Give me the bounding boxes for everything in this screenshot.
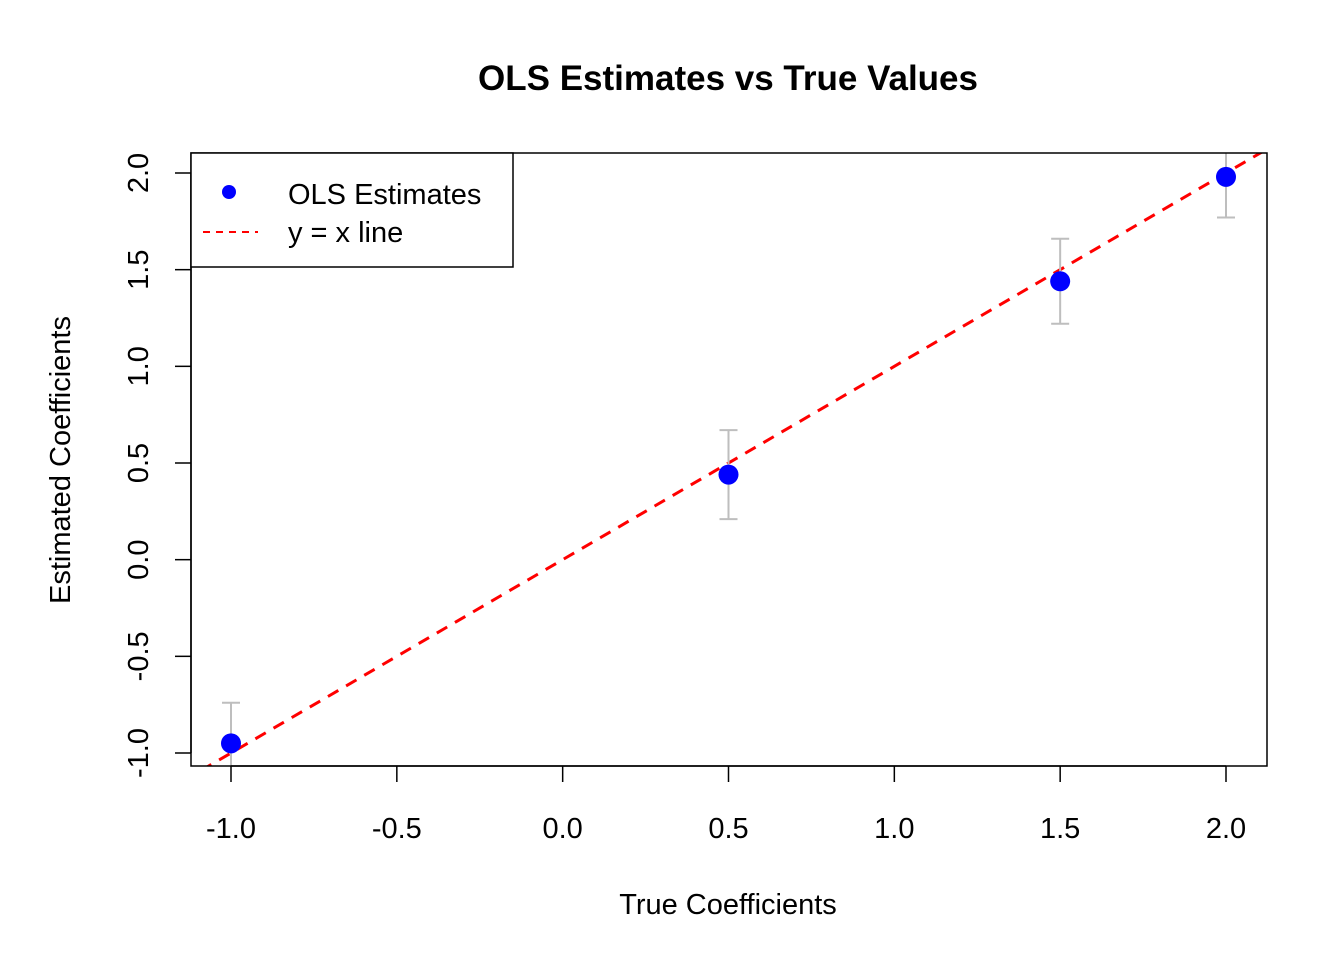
y-tick-label: 1.0 [123,346,155,386]
x-tick-label: -1.0 [206,813,256,845]
legend-label-reference: y = x line [288,217,403,249]
y-tick-label: 0.5 [123,443,155,483]
x-tick-label: 0.5 [708,813,748,845]
x-tick-label: -0.5 [372,813,422,845]
x-tick-label: 0.0 [543,813,583,845]
x-tick-label: 2.0 [1206,813,1246,845]
y-tick-label: 2.0 [123,153,155,193]
chart-title: OLS Estimates vs True Values [478,59,978,98]
x-tick-label: 1.5 [1040,813,1080,845]
y-tick-label: -1.0 [123,728,155,778]
legend-box [190,152,514,268]
legend-label-estimates: OLS Estimates [288,179,481,211]
legend-point-marker [222,185,236,199]
plot-area [205,153,1264,766]
data-points [221,166,1236,754]
y-axis-label: Estimated Coefficients [45,316,77,604]
y-tick-label: -0.5 [123,631,155,681]
data-point [1050,271,1071,292]
data-point [221,733,241,754]
x-tick-label: 1.0 [874,813,914,845]
y-axis: -1.0 -0.5 0.0 0.5 1.0 1.5 2.0 [123,153,192,778]
data-point [718,464,739,485]
legend: OLS Estimates y = x line [190,152,514,268]
data-point [1216,166,1236,187]
x-axis-label: True Coefficients [619,889,837,921]
x-axis: -1.0 -0.5 0.0 0.5 1.0 1.5 2.0 [206,765,1246,845]
y-tick-label: 0.0 [123,540,155,580]
y-tick-label: 1.5 [123,250,155,290]
